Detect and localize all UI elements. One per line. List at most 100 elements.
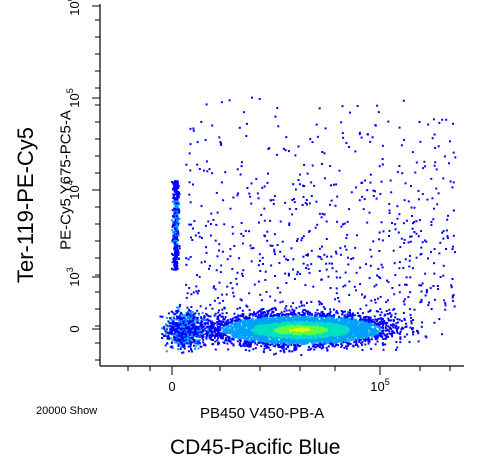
event-dot [396, 321, 399, 324]
event-dot [291, 321, 293, 324]
event-dot [251, 318, 254, 321]
event-dot [306, 342, 309, 344]
event-dot [257, 323, 260, 326]
event-dot [308, 328, 311, 331]
event-dot [211, 338, 214, 341]
event-dot [283, 332, 286, 335]
event-dot [288, 343, 291, 346]
event-dot [254, 342, 257, 345]
event-dot [306, 340, 308, 343]
event-dot [318, 316, 321, 319]
event-dot [380, 318, 383, 321]
event-dot [253, 330, 256, 333]
event-dot [276, 316, 279, 319]
event-dot [347, 343, 350, 346]
event-dot [242, 337, 245, 340]
event-dot [315, 314, 318, 316]
event-dot [356, 336, 359, 339]
event-dot [236, 307, 239, 310]
event-dot [342, 317, 345, 320]
event-dot [318, 330, 320, 333]
event-dot [356, 320, 359, 323]
event-dot [229, 325, 231, 328]
event-dot [279, 332, 282, 335]
event-dot [386, 333, 389, 336]
event-dot [315, 346, 317, 349]
event-dot [291, 316, 294, 319]
event-dot [296, 344, 299, 346]
event-dot [329, 316, 332, 319]
event-dot [292, 310, 295, 313]
event-dot [212, 334, 215, 337]
event-dot [239, 334, 242, 337]
event-dot [248, 349, 251, 352]
event-dot [274, 329, 276, 331]
event-dot [206, 318, 209, 321]
event-dot [231, 317, 234, 320]
event-dot [377, 310, 380, 313]
event-dot [378, 327, 381, 330]
event-dot [244, 333, 247, 336]
event-dot [350, 330, 353, 332]
event-dot [231, 323, 234, 325]
event-dot [237, 325, 240, 328]
event-dot [285, 313, 288, 316]
event-dot [411, 327, 414, 330]
event-dot [258, 330, 261, 333]
event-dot [247, 319, 250, 321]
event-dot [264, 316, 267, 319]
event-dot [287, 333, 290, 336]
event-dot [396, 331, 399, 334]
event-dot [394, 326, 397, 329]
event-dot [253, 313, 256, 316]
event-dot [336, 340, 339, 343]
event-dot [260, 338, 263, 341]
event-dot [304, 326, 306, 329]
event-dot [237, 324, 240, 327]
event-dot [251, 330, 254, 333]
event-dot [376, 335, 379, 338]
event-dot [323, 313, 325, 316]
event-dot [335, 343, 338, 346]
event-dot [295, 318, 298, 321]
event-dot [364, 316, 367, 318]
event-dot [275, 334, 278, 337]
event-dot [251, 324, 254, 327]
event-dot [337, 336, 340, 339]
event-dot [373, 329, 376, 332]
event-dot [346, 320, 349, 323]
event-dot [310, 347, 313, 350]
event-dot [308, 340, 311, 343]
event-dot [280, 336, 283, 339]
event-dot [207, 315, 210, 318]
event-dot [295, 342, 298, 345]
event-dot [299, 337, 302, 340]
event-dot [287, 344, 290, 347]
event-dot [365, 304, 368, 307]
event-dot [296, 326, 299, 329]
event-dot [383, 334, 386, 337]
event-dot [217, 315, 220, 318]
event-dot [309, 317, 312, 320]
event-dot [374, 318, 377, 321]
event-dot [298, 331, 301, 334]
event-dot [299, 317, 302, 320]
event-dot [367, 319, 370, 322]
event-dot [222, 328, 225, 331]
event-dot [273, 340, 275, 343]
event-dot [270, 341, 273, 344]
event-dot [325, 318, 328, 320]
event-dot [314, 311, 317, 314]
event-dot [236, 340, 239, 343]
event-dot [301, 327, 304, 330]
event-dot [322, 327, 325, 330]
event-dot [286, 315, 289, 318]
event-dot [244, 335, 247, 338]
event-dot [362, 316, 365, 319]
event-dot [313, 336, 316, 339]
event-dot [307, 327, 310, 330]
event-dot [205, 312, 208, 315]
event-dot [333, 322, 335, 325]
event-dot [259, 316, 262, 319]
